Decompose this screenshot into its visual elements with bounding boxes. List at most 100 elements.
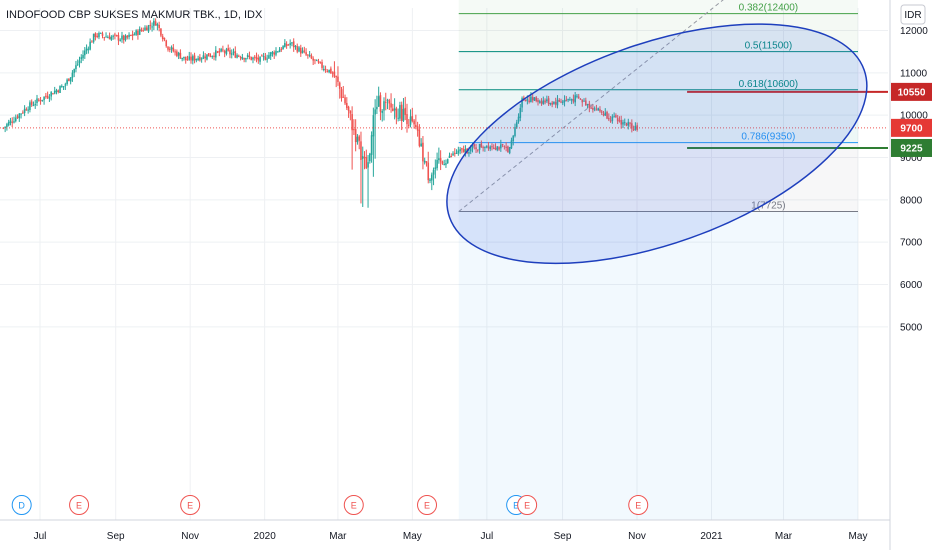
candle-body [108, 36, 111, 40]
candle-body [195, 58, 198, 61]
candle-body [544, 100, 546, 103]
event-letter: E [76, 501, 82, 511]
candle-body [122, 35, 125, 41]
event-letter: E [524, 501, 530, 511]
earnings-event-marker[interactable]: E [69, 495, 90, 515]
candle-body [250, 56, 253, 60]
earnings-event-marker[interactable]: E [517, 495, 538, 515]
candle-body [137, 30, 139, 36]
candle-body [64, 84, 67, 86]
candle-body [344, 97, 346, 104]
candle-body [165, 40, 168, 47]
x-tick-label: May [403, 531, 422, 542]
candle-body [422, 142, 424, 162]
candle-body [480, 143, 483, 148]
candle-body [140, 29, 143, 31]
candle-body [36, 98, 38, 104]
candle-body [211, 55, 214, 57]
candle-body [91, 41, 93, 43]
candle-body [369, 153, 371, 162]
candle-body [305, 52, 307, 55]
x-tick-label: Sep [107, 531, 125, 542]
x-tick-label: Mar [329, 531, 347, 542]
x-tick-label: Sep [554, 531, 572, 542]
candle-body [229, 50, 231, 55]
candle-body [333, 71, 336, 77]
candle-body [52, 93, 54, 95]
candle-body [342, 96, 345, 98]
candle-body [20, 113, 22, 115]
candle-body [436, 159, 438, 169]
candle-body [163, 37, 166, 40]
candle-body [402, 108, 405, 121]
candle-body [616, 118, 619, 122]
candle-body [561, 101, 564, 104]
candle-body [282, 46, 284, 50]
candle-body [376, 106, 378, 110]
earnings-event-marker[interactable]: E [180, 495, 201, 515]
earnings-event-marker[interactable]: E [343, 495, 364, 515]
ellipse-drawing[interactable] [416, 0, 898, 312]
candle-body [99, 32, 102, 34]
y-tick-label: 5000 [900, 322, 923, 333]
candle-body [328, 69, 330, 73]
dividend-event-marker[interactable]: D [11, 495, 32, 515]
last-price-badge [891, 118, 932, 137]
candle-body [625, 123, 628, 126]
candle-body [397, 117, 399, 119]
candle-body [218, 50, 221, 53]
candle-body [96, 35, 98, 37]
candle-body [416, 126, 419, 131]
candle-body [507, 146, 509, 153]
candlestick-series [2, 18, 638, 208]
candle-body [469, 148, 472, 152]
event-circle [180, 495, 201, 515]
candle-body [6, 124, 8, 127]
earnings-event-marker[interactable]: E [628, 495, 649, 515]
candle-body [404, 107, 407, 115]
candle-body [547, 98, 550, 105]
candle-body [386, 99, 389, 101]
candle-body [253, 56, 256, 58]
candle-body [615, 115, 617, 118]
fib-level-label: 0.5(11500) [745, 41, 793, 52]
candle-body [572, 99, 575, 102]
fib-level-label: 0.382(12400) [739, 3, 799, 14]
candle-body [413, 120, 415, 125]
candle-body [528, 100, 530, 102]
candle-body [199, 57, 201, 61]
event-letter: E [187, 501, 193, 511]
candle-body [241, 57, 244, 60]
earnings-event-marker[interactable]: E [417, 495, 438, 515]
event-circle [343, 495, 364, 515]
currency-button[interactable]: IDR [900, 4, 926, 25]
drawing-overlays[interactable] [0, 0, 898, 312]
candle-body [161, 36, 164, 40]
trend-line[interactable] [458, 0, 858, 212]
candle-body [512, 135, 515, 141]
candle-body [595, 109, 598, 111]
candle-body [549, 103, 552, 105]
candle-body [59, 86, 61, 93]
fib-zone [458, 51, 858, 90]
candle-body [60, 86, 63, 88]
candle-body [209, 56, 212, 58]
event-circle [69, 495, 90, 515]
candle-body [46, 95, 49, 98]
candle-body [623, 122, 626, 124]
fibonacci-retracement[interactable]: 0(15275)0.236(13500)0.382(12400)0.5(1150… [458, 0, 858, 520]
event-circle [628, 495, 649, 515]
candle-body [73, 69, 75, 73]
candle-body [107, 37, 109, 39]
candle-body [289, 43, 291, 45]
candle-body [602, 114, 605, 116]
candle-body [321, 62, 323, 68]
candle-body [592, 107, 594, 110]
y-tick-label: 6000 [900, 280, 923, 291]
candle-body [579, 98, 582, 100]
candle-body [526, 99, 529, 101]
x-tick-label: Nov [628, 531, 646, 542]
